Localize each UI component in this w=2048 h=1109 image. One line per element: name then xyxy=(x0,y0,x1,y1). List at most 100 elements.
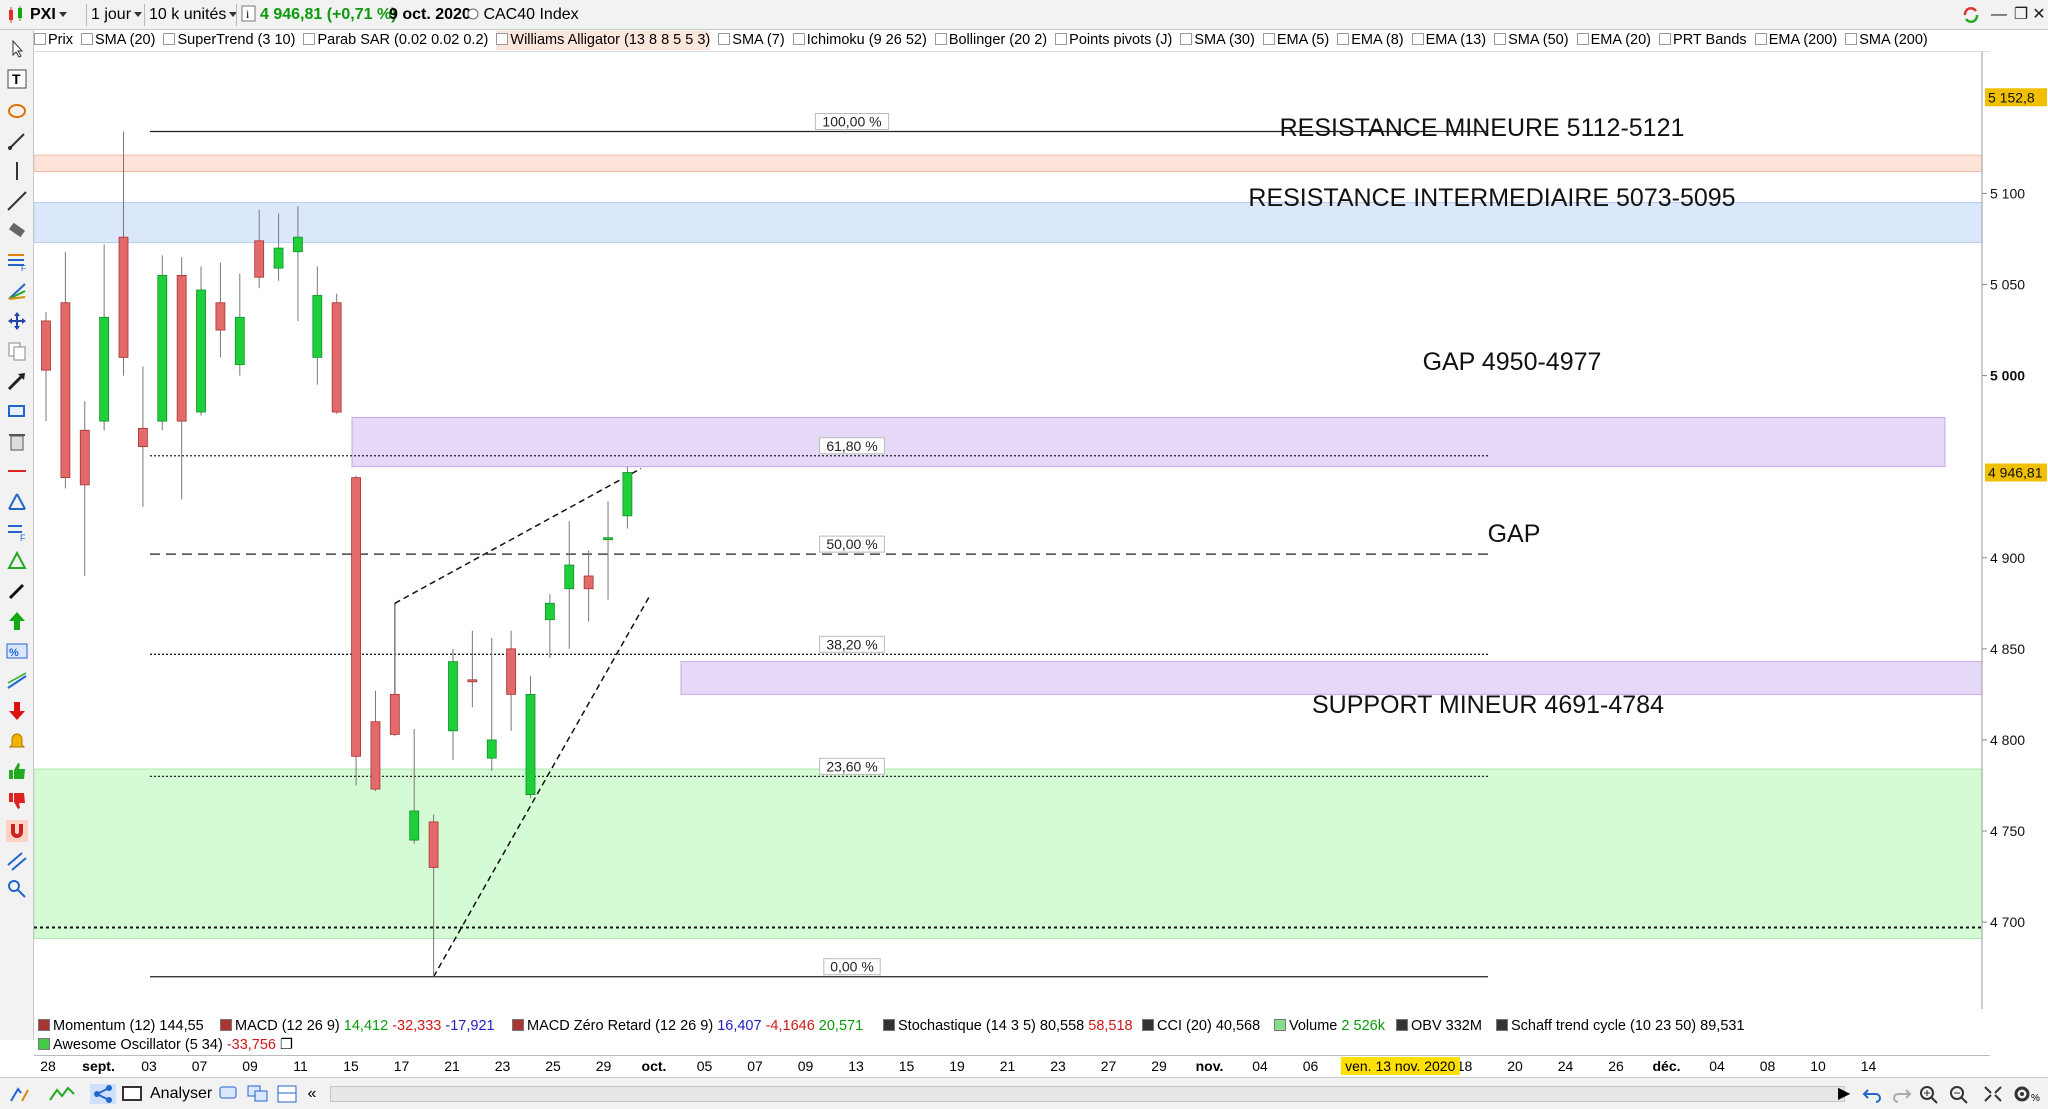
indicator-item[interactable]: PRT Bands xyxy=(1659,31,1747,50)
indicator-item[interactable]: SMA (7) xyxy=(718,31,785,50)
indicator-item[interactable]: Bollinger (20 2) xyxy=(934,31,1047,50)
settings-icon[interactable]: % xyxy=(2012,1084,2040,1104)
indicator-item[interactable]: SMA (200) xyxy=(1845,31,1928,50)
info-icon[interactable]: i xyxy=(241,5,257,25)
indicator-item[interactable]: SuperTrend (3 10) xyxy=(163,31,295,50)
arrow-tool-icon[interactable] xyxy=(6,370,28,392)
chat-icon[interactable] xyxy=(218,1084,240,1104)
copy-icon[interactable] xyxy=(6,340,28,362)
x-axis[interactable]: 28 sept. 03 07 09 11 15 17 21 23 25 29 oct. 05 07 09 13 1… xyxy=(34,1055,1990,1077)
draw-menu-icon[interactable] xyxy=(8,1084,34,1104)
text-tool-icon[interactable]: T xyxy=(6,68,28,90)
x-tick-label: 26 xyxy=(1608,1058,1624,1074)
index-radio[interactable]: CAC40 Index xyxy=(467,5,579,25)
pitchfork-icon[interactable] xyxy=(6,490,28,512)
thumb-down-icon[interactable] xyxy=(6,790,28,812)
x-tick-label: 06 xyxy=(1302,1058,1319,1074)
segment-tool-icon[interactable] xyxy=(6,130,28,152)
osc-stochastic[interactable]: Stochastique (14 3 5) 80,558 58,518 xyxy=(883,1017,1133,1035)
triangle-tool-icon[interactable] xyxy=(6,550,28,572)
fibonacci-extension-icon[interactable]: F xyxy=(6,520,28,543)
alert-bell-icon[interactable] xyxy=(6,730,28,752)
osc-cci[interactable]: CCI (20) 40,568 xyxy=(1142,1017,1260,1035)
indicator-item[interactable]: Parab SAR (0.02 0.02 0.2) xyxy=(303,31,488,50)
chart-style-icon[interactable] xyxy=(48,1084,78,1104)
eraser-icon[interactable] xyxy=(6,220,28,242)
undo-icon[interactable] xyxy=(1862,1084,1884,1104)
minimize-icon[interactable]: — xyxy=(1991,6,2007,23)
pen-tool-icon[interactable] xyxy=(6,580,28,602)
trendline-icon[interactable] xyxy=(6,190,28,212)
share-icon[interactable] xyxy=(90,1084,116,1104)
indicator-item[interactable]: SMA (30) xyxy=(1180,31,1255,50)
indicator-item[interactable]: EMA (8) xyxy=(1337,31,1404,50)
candle-body xyxy=(389,693,400,735)
fib-level-label: 61,80 % xyxy=(826,438,877,454)
zone-label-1: RESISTANCE INTERMEDIAIRE 5073-5095 xyxy=(1248,184,1735,212)
indicator-item[interactable]: EMA (20) xyxy=(1576,31,1651,50)
fit-screen-icon[interactable] xyxy=(1982,1084,2004,1104)
analyze-button[interactable]: Analyser xyxy=(150,1085,213,1102)
symbol-dropdown[interactable]: PXI xyxy=(30,5,67,25)
price-chart[interactable]: RESISTANCE MINEURE 5112-5121 RESISTANCE I… xyxy=(34,52,2048,1009)
x-tick-label: 17 xyxy=(393,1058,410,1074)
cursor-icon[interactable] xyxy=(6,38,28,60)
trash-icon[interactable] xyxy=(6,430,28,452)
magnet-icon[interactable] xyxy=(6,820,28,842)
indicator-item[interactable]: Ichimoku (9 26 52) xyxy=(792,31,927,50)
copy-icon[interactable]: ❐ xyxy=(280,1037,294,1053)
period-dropdown[interactable]: 1 jour xyxy=(91,5,143,25)
fibonacci-icon[interactable]: F xyxy=(6,250,28,273)
zone-4 xyxy=(34,768,1983,939)
close-icon[interactable]: ✕ xyxy=(2032,6,2046,23)
oscillator-strip: Momentum (12) 144,55 MACD (12 26 9) 14,4… xyxy=(34,1017,1990,1055)
ellipse-tool-icon[interactable] xyxy=(6,100,28,122)
horizontal-line-icon[interactable] xyxy=(6,460,28,482)
scroll-right-icon[interactable]: ▶ xyxy=(1838,1085,1851,1102)
indicator-item[interactable]: EMA (200) xyxy=(1754,31,1837,50)
indicator-strip: Prix SMA (20) SuperTrend (3 10) Parab SA… xyxy=(34,31,1990,52)
refresh-icon[interactable] xyxy=(1962,6,1980,24)
volume-units-dropdown[interactable]: 10 k unités xyxy=(149,5,238,25)
indicator-item[interactable]: EMA (5) xyxy=(1262,31,1329,50)
vertical-line-icon[interactable] xyxy=(6,160,28,182)
down-arrow-icon[interactable] xyxy=(6,700,28,722)
screen-icon[interactable] xyxy=(120,1084,144,1104)
windows-icon[interactable] xyxy=(246,1084,270,1104)
channel-tool-icon[interactable] xyxy=(6,850,28,872)
indicator-item[interactable]: Williams Alligator (13 8 8 5 5 3) xyxy=(496,31,711,50)
chart-area[interactable]: RESISTANCE MINEURE 5112-5121 RESISTANCE I… xyxy=(34,52,2048,1009)
osc-schaff[interactable]: Schaff trend cycle (10 23 50) 89,531 xyxy=(1496,1017,1745,1035)
zoom-in-icon[interactable] xyxy=(1918,1084,1944,1104)
indicator-item[interactable]: EMA (13) xyxy=(1411,31,1486,50)
layout-icon[interactable] xyxy=(276,1084,298,1104)
indicator-item[interactable]: SMA (20) xyxy=(81,31,155,50)
zone-1 xyxy=(34,202,1983,244)
osc-momentum[interactable]: Momentum (12) 144,55 xyxy=(38,1017,204,1035)
indicator-item[interactable]: SMA (50) xyxy=(1494,31,1569,50)
x-tick-label: 07 xyxy=(191,1058,208,1074)
osc-macd-zero[interactable]: MACD Zéro Retard (12 26 9) 16,407 -4,164… xyxy=(512,1017,863,1035)
restore-icon[interactable]: ❐ xyxy=(2013,6,2029,23)
osc-volume[interactable]: Volume 2 526k xyxy=(1274,1017,1385,1035)
zoom-out-icon[interactable] xyxy=(1948,1084,1974,1104)
measure-icon[interactable] xyxy=(6,878,28,900)
move-icon[interactable] xyxy=(6,310,28,332)
regression-icon[interactable] xyxy=(6,670,28,692)
fan-tool-icon[interactable] xyxy=(6,280,28,302)
up-arrow-icon[interactable] xyxy=(6,610,28,632)
redo-icon[interactable] xyxy=(1890,1084,1912,1104)
chart-type-icon[interactable] xyxy=(6,5,26,25)
indicator-item[interactable]: Points pivots (J) xyxy=(1055,31,1172,50)
horizontal-scrollbar[interactable] xyxy=(330,1086,1845,1102)
thumb-up-icon[interactable] xyxy=(6,760,28,782)
rectangle-tool-icon[interactable] xyxy=(6,400,28,422)
percent-tool-icon[interactable]: % xyxy=(6,640,28,662)
candle-body xyxy=(79,429,90,486)
indicator-item[interactable]: Prix xyxy=(34,31,73,50)
osc-obv[interactable]: OBV 332M xyxy=(1396,1017,1482,1035)
collapse-icon[interactable]: « xyxy=(307,1085,317,1102)
osc-macd[interactable]: MACD (12 26 9) 14,412 -32,333 -17,921 xyxy=(220,1017,495,1035)
candle-body xyxy=(312,295,323,358)
osc-awesome[interactable]: Awesome Oscillator (5 34) -33,756 ❐ xyxy=(38,1036,293,1054)
